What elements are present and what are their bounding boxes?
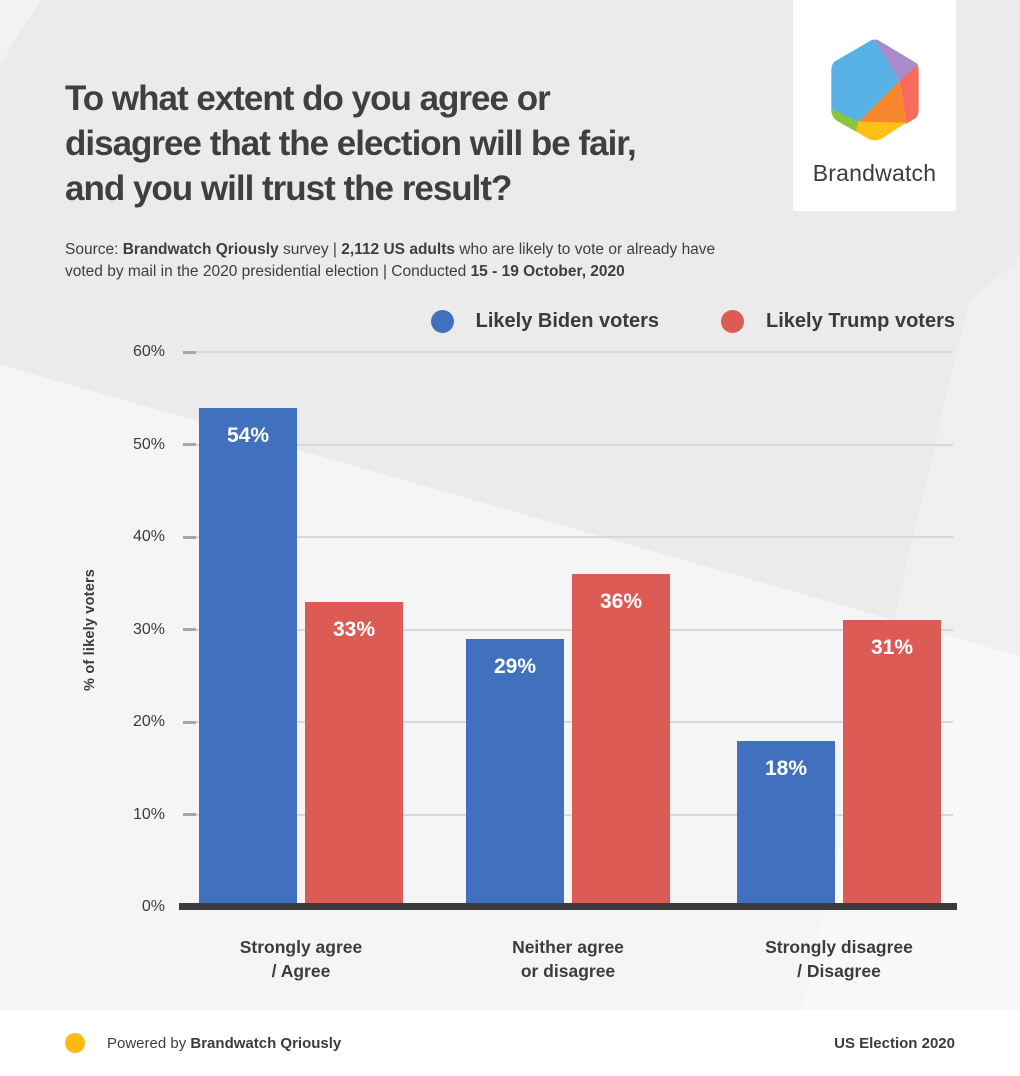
y-tick-dash <box>183 628 196 631</box>
bar-value-label: 33% <box>332 617 376 641</box>
bar-likely-biden-voters-1: 29% <box>466 638 564 907</box>
bar-likely-biden-voters-0: 54% <box>199 407 297 907</box>
legend-item-trump: Likely Trump voters <box>721 310 955 333</box>
chart-legend: Likely Biden voters Likely Trump voters <box>430 310 955 333</box>
y-tick-label: 50% <box>132 435 165 453</box>
powered-by: Powered by Brandwatch Qriously <box>65 1033 341 1053</box>
legend-label-trump: Likely Trump voters <box>766 310 955 332</box>
bar-value-label: 18% <box>764 756 808 780</box>
x-axis-line <box>179 903 957 910</box>
footer-bar: Powered by Brandwatch Qriously US Electi… <box>0 1010 1020 1076</box>
y-tick-dash <box>183 720 196 724</box>
footer-campaign-label: US Election 2020 <box>834 1034 955 1052</box>
bar-likely-trump-voters-0: 33% <box>305 601 403 907</box>
y-tick-label: 20% <box>132 713 165 730</box>
y-tick-label: 60% <box>132 343 165 360</box>
y-tick-dash <box>183 350 196 354</box>
gridline <box>183 813 953 816</box>
y-tick-dash <box>183 813 196 816</box>
trump-legend-dot-icon <box>721 310 745 333</box>
bar-value-label: 29% <box>493 654 537 678</box>
title-line-1: To what extent do you agree or <box>65 79 551 118</box>
brandwatch-wordmark: Brandwatch <box>812 160 937 186</box>
brandwatch-logo-card: Brandwatch <box>793 0 956 211</box>
biden-legend-dot-icon <box>430 310 454 333</box>
powered-by-text: Powered by Brandwatch Qriously <box>107 1034 342 1052</box>
bar-likely-biden-voters-2: 18% <box>737 740 835 907</box>
qriously-dot-icon <box>65 1033 85 1053</box>
y-tick-dash <box>183 535 196 539</box>
source-note: Source: Brandwatch Qriously survey | 2,1… <box>65 239 715 283</box>
bar-likely-trump-voters-1: 36% <box>572 574 670 907</box>
bar-value-label: 36% <box>599 590 643 613</box>
y-tick-label: 10% <box>132 805 165 823</box>
brandwatch-logo-icon <box>830 39 919 141</box>
gridline <box>183 443 953 446</box>
bar-chart-plot-area: % of likely voters 0% 10% 20% 30% 40% 50% 60% 5… <box>82 343 957 981</box>
bar-likely-trump-voters-2: 31% <box>843 620 941 907</box>
gridline <box>183 628 953 631</box>
page-title: To what extent do you agree or disagree … <box>65 76 637 211</box>
legend-item-biden: Likely Biden voters <box>430 310 660 333</box>
source-text-line: Source: Brandwatch Qriously survey | 2,1… <box>65 241 716 258</box>
x-category-label: Strongly disagree / Disagree <box>765 937 913 981</box>
title-line-2: disagree that the election will be fair, <box>65 124 637 163</box>
gridline <box>183 351 953 353</box>
y-tick-label: 0% <box>141 898 165 915</box>
y-tick-dash <box>183 443 196 446</box>
title-line-3: and you will trust the result? <box>65 169 512 208</box>
gridline <box>183 536 953 538</box>
x-category-label: Neither agree or disagree <box>512 937 624 981</box>
x-category-label: Strongly agree / Agree <box>239 937 363 981</box>
y-tick-label: 40% <box>132 528 165 545</box>
legend-label-biden: Likely Biden voters <box>475 310 660 332</box>
gridline <box>183 721 953 723</box>
y-axis-title: % of likely voters <box>82 568 98 691</box>
y-tick-label: 30% <box>132 620 165 638</box>
bar-value-label: 54% <box>226 423 270 447</box>
bar-value-label: 31% <box>870 636 914 660</box>
source-text-line: voted by mail in the 2020 presidential e… <box>65 263 625 280</box>
